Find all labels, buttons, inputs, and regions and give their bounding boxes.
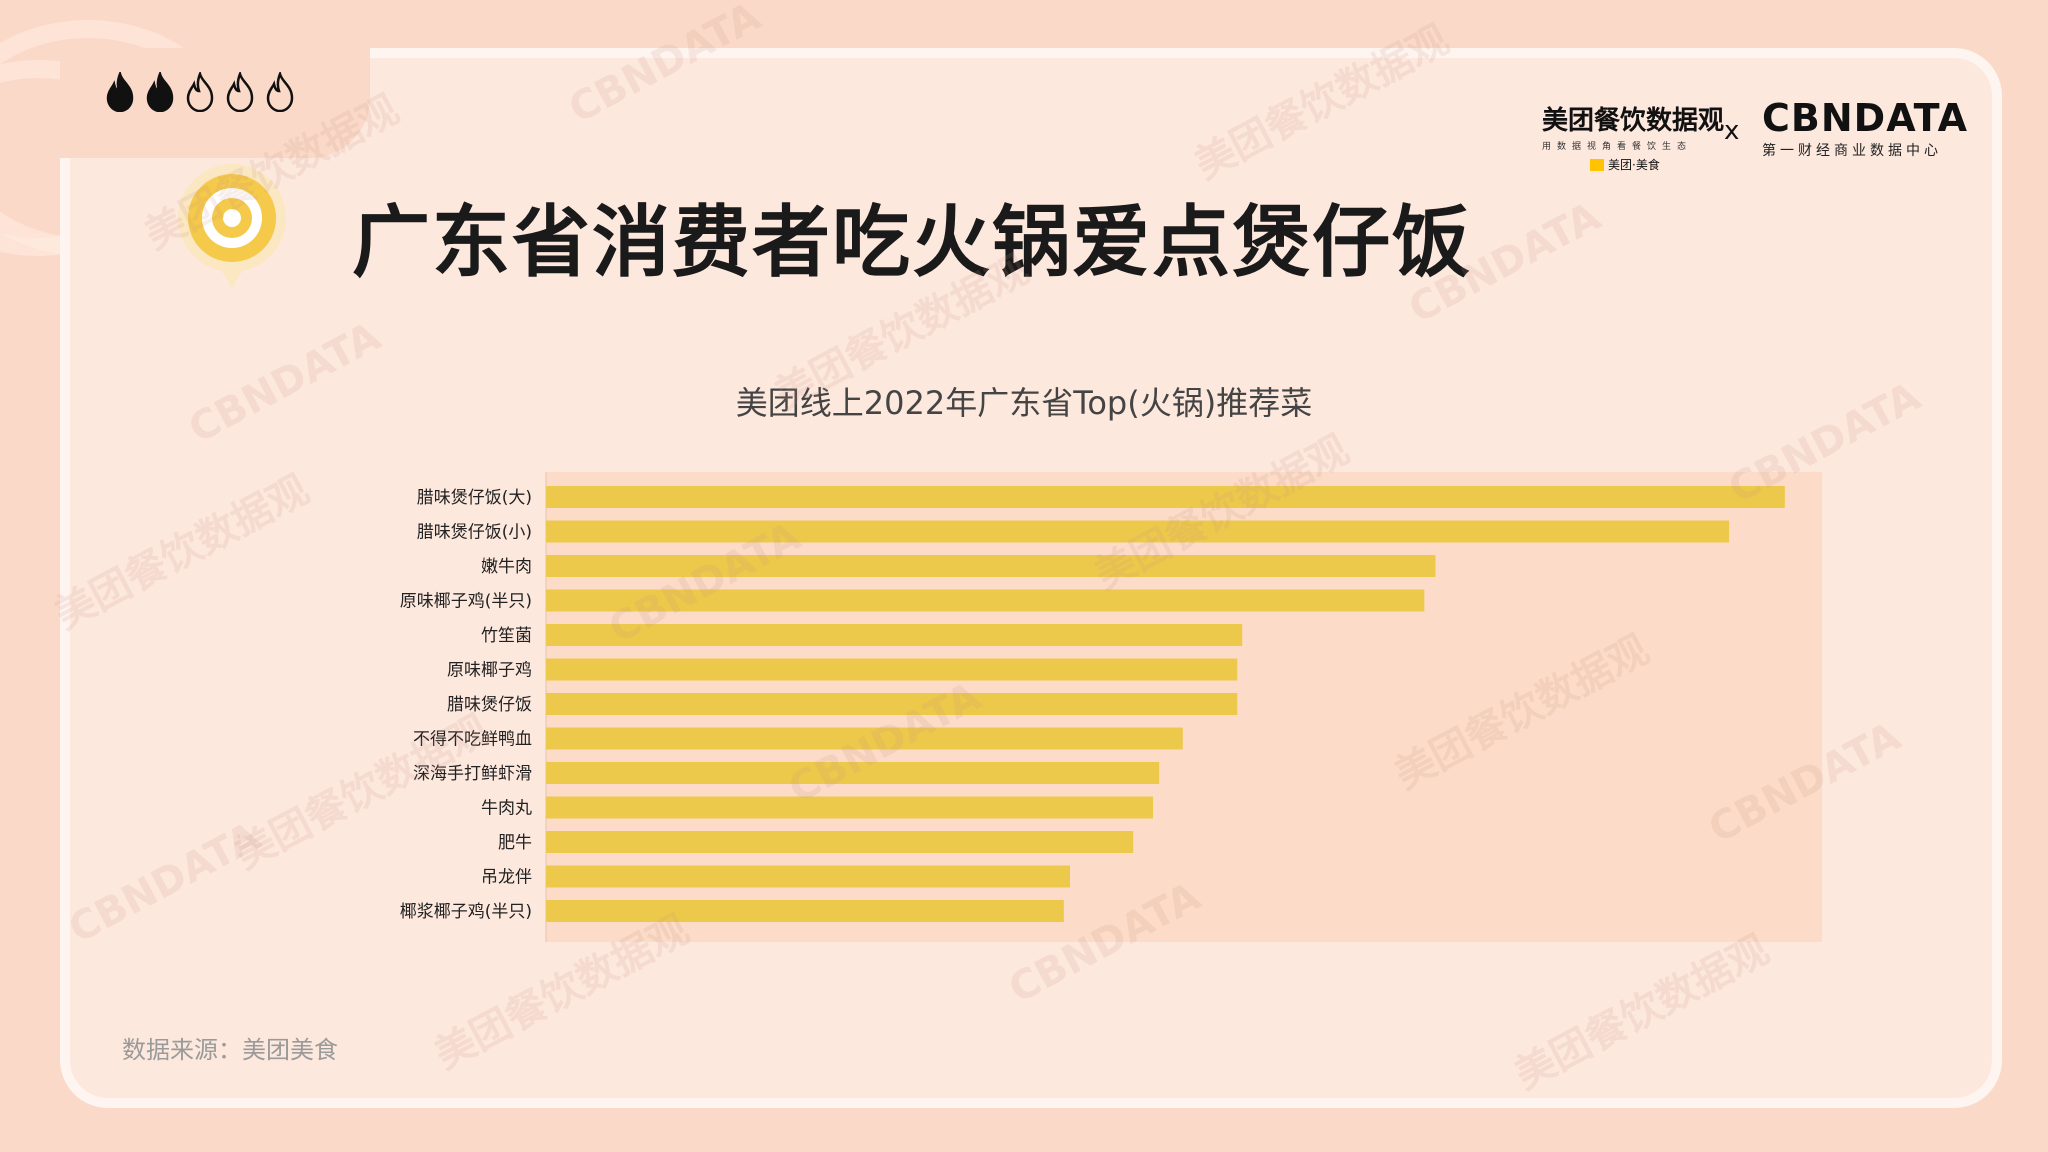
bar <box>546 589 1425 612</box>
target-icon <box>178 164 286 288</box>
meituan-logo-subtext: 用数据视角看餐饮生态 <box>1542 142 1693 152</box>
rating-flames <box>104 72 296 112</box>
bar <box>546 624 1243 646</box>
category-label: 牛肉丸 <box>481 799 532 819</box>
flame-filled-icon <box>106 72 134 112</box>
bar <box>546 831 1134 853</box>
flame-outline-icon <box>266 72 294 112</box>
category-label: 嫩牛肉 <box>481 557 532 577</box>
flame-outline-icon <box>186 72 214 112</box>
bar <box>546 900 1064 922</box>
meituan-badge: 美团·美食 <box>1590 156 1712 173</box>
page-title: 广东省消费者吃火锅爱点煲仔饭 <box>352 198 1473 288</box>
bar <box>546 555 1436 577</box>
flame-outline-icon <box>226 72 254 112</box>
bar <box>546 658 1238 681</box>
bar <box>546 486 1785 508</box>
cbndata-logo-text: CBNDATA <box>1762 96 1969 140</box>
category-label: 不得不吃鲜鸭血 <box>413 730 532 750</box>
category-label: 原味椰子鸡(半只) <box>400 592 532 612</box>
category-label: 腊味煲仔饭 <box>447 695 532 715</box>
category-label: 原味椰子鸡 <box>447 661 532 681</box>
bar <box>546 796 1154 819</box>
category-label: 腊味煲仔饭(大) <box>417 488 532 508</box>
meituan-badge-text: 美团·美食 <box>1608 158 1660 172</box>
meituan-badge-icon <box>1590 158 1604 171</box>
category-label: 肥牛 <box>498 833 532 853</box>
chart-title: 美团线上2022年广东省Top(火锅)推荐菜 <box>735 384 1313 422</box>
bar <box>546 762 1160 784</box>
cbndata-logo: CBNDATA 第一财经商业数据中心 <box>1762 96 1968 160</box>
category-label: 深海手打鲜虾滑 <box>413 764 532 784</box>
meituan-logo: 美团餐饮数据观 用数据视角看餐饮生态 美团·美食 <box>1542 100 1725 173</box>
meituan-logo-text: 美团餐饮数据观 <box>1542 106 1725 136</box>
data-source: 数据来源：美团美食 <box>122 1036 338 1064</box>
cbndata-logo-subtext: 第一财经商业数据中心 <box>1762 143 1942 159</box>
bar-chart: 腊味煲仔饭(大) 腊味煲仔饭(小) 嫩牛肉原味椰子鸡(半只) 竹笙菌原味椰子鸡腊味煲仔… <box>360 462 1840 942</box>
flame-filled-icon <box>146 72 174 112</box>
bar <box>546 693 1238 715</box>
category-label: 吊龙伴 <box>481 868 532 888</box>
category-label: 竹笙菌 <box>481 626 532 646</box>
category-label: 腊味煲仔饭(小) <box>417 523 532 543</box>
bar <box>546 727 1183 750</box>
category-label: 椰浆椰子鸡(半只) <box>400 902 532 922</box>
logo-separator: x <box>1724 116 1740 146</box>
bar <box>546 520 1730 543</box>
bar <box>546 865 1071 888</box>
